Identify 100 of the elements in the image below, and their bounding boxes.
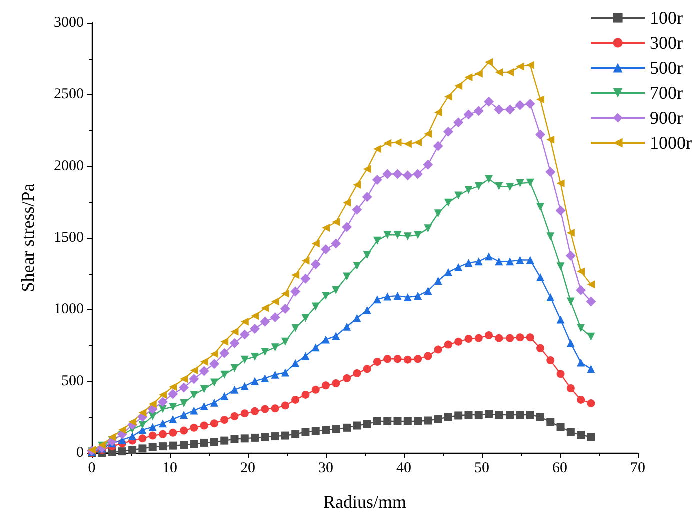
point xyxy=(384,417,392,426)
point xyxy=(118,448,126,456)
point xyxy=(240,318,249,326)
point xyxy=(281,338,290,346)
point xyxy=(353,262,362,270)
point xyxy=(322,426,330,434)
point xyxy=(494,104,504,115)
point xyxy=(586,296,596,307)
point xyxy=(566,339,575,348)
point xyxy=(526,334,534,342)
point xyxy=(444,340,452,349)
point xyxy=(424,224,432,233)
point xyxy=(566,228,575,237)
point xyxy=(240,382,249,390)
point xyxy=(240,410,249,418)
point xyxy=(516,411,524,420)
point xyxy=(577,268,586,276)
x-tick-label: 30 xyxy=(318,460,334,476)
point xyxy=(587,280,596,289)
point xyxy=(230,386,239,394)
point xyxy=(373,417,382,426)
point xyxy=(200,422,208,430)
point xyxy=(434,108,442,117)
x-tick-label: 10 xyxy=(162,460,178,476)
point xyxy=(373,296,382,304)
point xyxy=(352,205,362,216)
point xyxy=(577,324,586,332)
point xyxy=(443,126,454,137)
point xyxy=(556,423,565,432)
point xyxy=(392,169,403,180)
point xyxy=(302,428,310,436)
point xyxy=(128,446,137,454)
point xyxy=(474,258,483,266)
point xyxy=(495,411,504,420)
point xyxy=(343,198,352,207)
point xyxy=(433,141,444,152)
point xyxy=(474,106,484,116)
point xyxy=(454,192,463,200)
point xyxy=(230,338,240,348)
point xyxy=(148,400,157,408)
point xyxy=(332,425,340,434)
point xyxy=(312,240,320,248)
point xyxy=(210,438,218,446)
point xyxy=(495,334,504,342)
point xyxy=(566,250,576,261)
point xyxy=(180,375,188,384)
point xyxy=(424,416,432,425)
x-tick-label: 70 xyxy=(630,460,646,476)
point xyxy=(404,293,412,302)
point xyxy=(373,236,382,245)
point xyxy=(525,98,536,109)
point xyxy=(556,180,565,188)
point xyxy=(302,314,310,322)
point xyxy=(179,382,190,393)
y-tick-label: 500 xyxy=(62,373,84,390)
point xyxy=(454,338,463,346)
point xyxy=(261,348,270,356)
point xyxy=(587,400,596,408)
y-tick-label: 0 xyxy=(76,445,84,461)
point xyxy=(343,272,352,281)
point xyxy=(464,110,474,120)
point xyxy=(230,412,239,420)
point xyxy=(556,316,565,324)
point xyxy=(180,400,188,408)
point xyxy=(148,404,158,414)
point xyxy=(220,338,229,346)
point xyxy=(353,422,362,430)
point xyxy=(576,285,586,296)
point xyxy=(414,355,422,364)
point xyxy=(290,286,301,297)
point xyxy=(200,438,208,447)
point xyxy=(331,238,342,249)
point xyxy=(251,312,260,320)
point xyxy=(394,355,402,364)
point xyxy=(546,167,556,178)
point xyxy=(454,412,463,420)
point xyxy=(190,390,198,399)
point xyxy=(210,378,218,387)
point xyxy=(332,218,340,226)
point xyxy=(240,330,250,340)
point xyxy=(536,344,544,352)
x-axis-title: Radius/mm xyxy=(323,492,407,512)
point xyxy=(546,232,555,241)
point xyxy=(220,370,229,379)
point xyxy=(464,259,473,268)
point xyxy=(343,374,352,382)
point xyxy=(363,251,372,260)
point xyxy=(404,140,412,148)
point xyxy=(474,182,483,190)
point xyxy=(332,286,340,294)
point xyxy=(515,100,526,110)
legend-label: 1000r xyxy=(650,133,692,153)
point xyxy=(363,306,372,314)
point xyxy=(414,417,422,426)
point xyxy=(169,415,178,424)
point xyxy=(210,398,218,407)
point xyxy=(138,421,147,430)
point xyxy=(210,420,218,428)
point xyxy=(495,182,504,190)
point xyxy=(180,441,188,450)
